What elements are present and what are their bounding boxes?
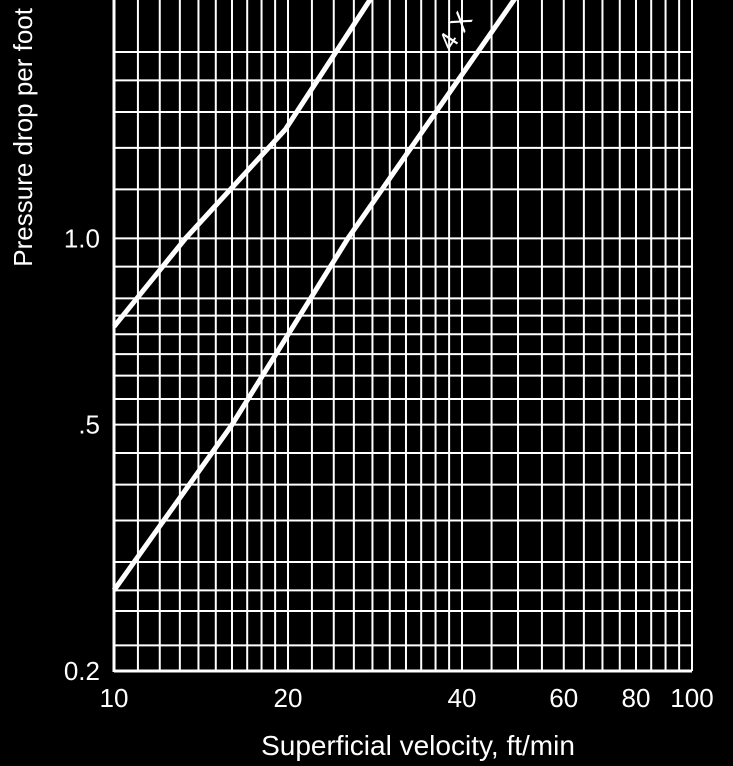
y-tick-label: 1.0 bbox=[64, 223, 100, 253]
series-group bbox=[111, 0, 517, 592]
x-tick-label: 80 bbox=[622, 683, 651, 713]
x-tick-label: 100 bbox=[670, 683, 713, 713]
axes bbox=[112, 0, 693, 673]
y-tick-label: 0.2 bbox=[64, 656, 100, 686]
y-axis-label: Pressure drop per foot bbox=[8, 7, 38, 266]
x-axis-label: Superficial velocity, ft/min bbox=[261, 730, 575, 761]
series-line-2 bbox=[111, 0, 517, 592]
series-line-1 bbox=[112, 0, 373, 329]
x-tick-label: 10 bbox=[100, 683, 129, 713]
x-tick-label: 20 bbox=[274, 683, 303, 713]
grid bbox=[113, 0, 693, 672]
x-tick-label: 60 bbox=[549, 683, 578, 713]
y-tick-label: .5 bbox=[78, 410, 100, 440]
labels-group: Superficial velocity, ft/min Pressure dr… bbox=[8, 6, 714, 761]
x-tick-label: 40 bbox=[448, 683, 477, 713]
